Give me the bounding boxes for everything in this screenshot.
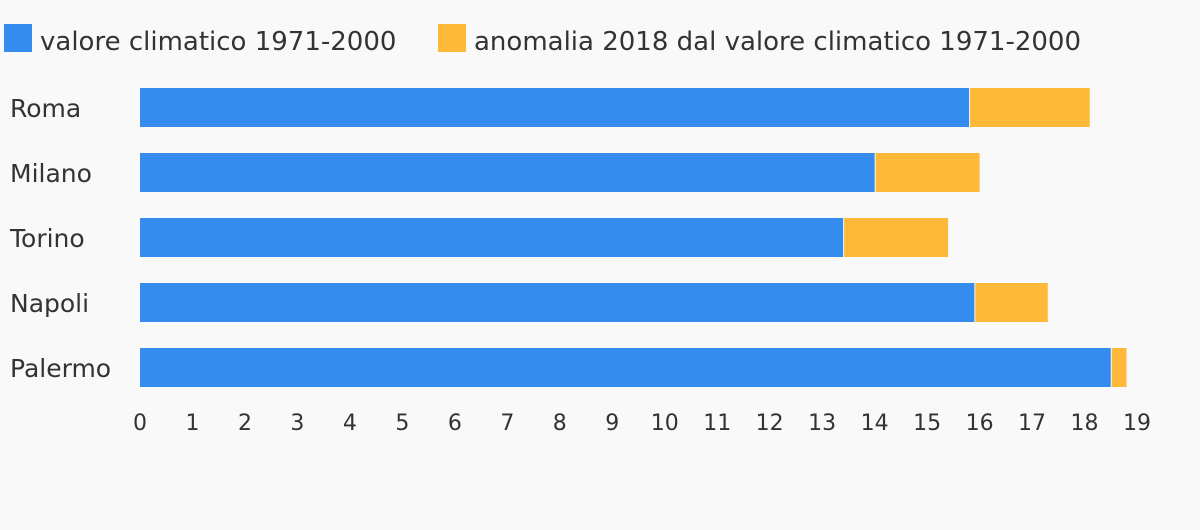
x-tick-label-12: 12 [756,411,784,436]
x-axis: 0 1 2 3 4 5 6 7 8 9 10 11 12 13 14 15 16 17 18 19 [133,411,1151,436]
bar-palermo-series-2 [1111,348,1127,387]
x-tick-label-8: 8 [553,411,567,436]
x-tick-label-17: 17 [1018,411,1046,436]
x-tick-label-5: 5 [395,411,409,436]
x-tick-label-7: 7 [500,411,514,436]
category-label-palermo: Palermo [10,354,111,383]
bars [140,88,1127,387]
x-tick-label-6: 6 [448,411,462,436]
x-tick-label-19: 19 [1123,411,1151,436]
x-tick-label-15: 15 [913,411,941,436]
x-tick-label-1: 1 [185,411,199,436]
x-tick-label-16: 16 [966,411,994,436]
legend-swatch-1 [4,24,32,52]
bar-palermo-series-1 [140,348,1111,387]
x-tick-label-13: 13 [808,411,836,436]
bar-milano-series-2 [875,153,980,192]
x-tick-label-4: 4 [343,411,357,436]
x-tick-label-3: 3 [290,411,304,436]
legend-label-1: valore climatico 1971-2000 [40,27,396,57]
category-label-roma: Roma [10,94,81,123]
bar-napoli-series-2 [975,283,1048,322]
category-label-torino: Torino [9,224,85,253]
x-tick-label-2: 2 [238,411,252,436]
x-tick-label-10: 10 [651,411,679,436]
bar-roma-series-1 [140,88,970,127]
bar-torino-series-2 [844,218,949,257]
x-tick-label-11: 11 [703,411,731,436]
category-labels: Roma Milano Torino Napoli Palermo [9,94,111,383]
legend-label-2: anomalia 2018 dal valore climatico 1971-… [474,27,1081,57]
category-label-milano: Milano [10,159,92,188]
x-tick-label-14: 14 [861,411,889,436]
category-label-napoli: Napoli [10,289,89,318]
x-tick-label-18: 18 [1071,411,1099,436]
bar-napoli-series-1 [140,283,975,322]
bar-roma-series-2 [970,88,1090,127]
x-tick-label-9: 9 [605,411,619,436]
x-tick-label-0: 0 [133,411,147,436]
bar-torino-series-1 [140,218,844,257]
legend: valore climatico 1971-2000 anomalia 2018 … [4,24,1081,57]
bar-milano-series-1 [140,153,875,192]
legend-swatch-2 [438,24,466,52]
